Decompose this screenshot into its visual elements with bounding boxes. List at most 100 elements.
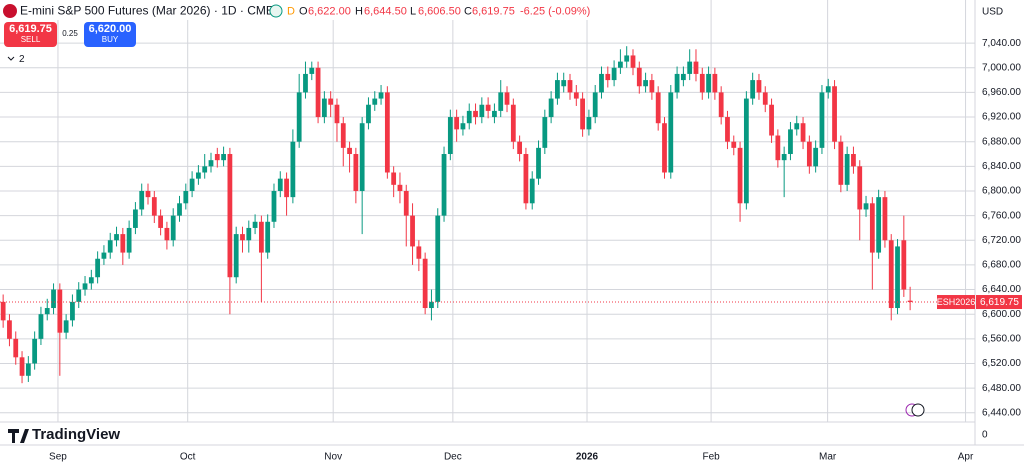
candle-body bbox=[781, 154, 787, 161]
sell-button[interactable] bbox=[4, 22, 57, 47]
x-tick-label: Sep bbox=[49, 452, 67, 463]
currency[interactable]: USD bbox=[982, 7, 1003, 18]
candle-body bbox=[857, 166, 863, 210]
buy-price[interactable]: 6,620.00 bbox=[89, 23, 132, 35]
candle-body bbox=[284, 178, 289, 198]
candle-body bbox=[340, 123, 346, 148]
sell-label[interactable]: SELL bbox=[21, 35, 41, 44]
candle-body bbox=[88, 277, 94, 284]
y-tick-label: 6,840.00 bbox=[982, 161, 1021, 172]
y-tick-label: 6,680.00 bbox=[982, 260, 1021, 271]
watermark: TradingView bbox=[32, 426, 120, 443]
candle-body bbox=[429, 301, 434, 309]
candle-body bbox=[529, 178, 535, 204]
candle-body bbox=[706, 73, 711, 93]
candle-body bbox=[315, 67, 321, 118]
candle-body bbox=[636, 67, 642, 87]
candle-body bbox=[649, 80, 655, 93]
symbol-logo[interactable] bbox=[3, 4, 17, 18]
y-tick-label: 6,800.00 bbox=[982, 186, 1021, 197]
header-bg bbox=[0, 0, 680, 20]
candle-body bbox=[668, 92, 674, 173]
symbol-title[interactable]: E-mini S&P 500 Futures (Mar 2026) · 1D ·… bbox=[20, 4, 274, 18]
candle-body bbox=[580, 98, 585, 130]
collapse-count[interactable]: 2 bbox=[19, 54, 25, 65]
candle-body bbox=[712, 73, 718, 93]
event-icon[interactable] bbox=[911, 403, 925, 417]
candle-body bbox=[252, 221, 258, 228]
ohlc-label: H bbox=[355, 5, 363, 17]
candle-body bbox=[258, 221, 264, 253]
candle-body bbox=[838, 141, 844, 185]
candle-body bbox=[133, 209, 138, 228]
candle-body bbox=[895, 246, 900, 309]
buy-button[interactable] bbox=[84, 22, 136, 47]
candle-body bbox=[680, 73, 686, 81]
ohlc-label: O bbox=[299, 5, 308, 17]
buy-label[interactable]: BUY bbox=[102, 35, 119, 44]
candle-body bbox=[523, 154, 529, 204]
candle-body bbox=[0, 301, 6, 321]
candle-body bbox=[498, 92, 504, 111]
y-tick-label: 6,960.00 bbox=[982, 87, 1021, 98]
candle-body bbox=[51, 289, 56, 309]
candle-body bbox=[819, 92, 825, 148]
ohlc-label: L bbox=[410, 5, 416, 17]
candle-body bbox=[573, 92, 579, 99]
y-tick-label: 6,920.00 bbox=[982, 112, 1021, 123]
chevron bbox=[7, 56, 15, 61]
candle-body bbox=[359, 123, 365, 191]
candle-body bbox=[876, 197, 882, 253]
candle-body bbox=[233, 234, 239, 278]
candle-body bbox=[586, 117, 592, 130]
candle-body bbox=[492, 110, 497, 118]
candle-body bbox=[536, 147, 541, 179]
y-tick-label: 6,880.00 bbox=[982, 136, 1021, 147]
candle-body bbox=[599, 73, 604, 93]
candle-body bbox=[473, 110, 478, 118]
candle-body bbox=[170, 215, 176, 241]
candle-body bbox=[794, 123, 800, 130]
x-tick-label: Mar bbox=[819, 452, 837, 463]
sell-price[interactable]: 6,619.75 bbox=[9, 23, 52, 35]
candle-body bbox=[13, 338, 19, 358]
candle-body bbox=[309, 67, 315, 74]
x-tick-label: Oct bbox=[180, 452, 196, 463]
candle-body bbox=[107, 240, 113, 253]
candle-body bbox=[592, 92, 598, 118]
candle-body bbox=[202, 166, 208, 173]
candle-body bbox=[447, 117, 453, 155]
candle-body bbox=[410, 215, 415, 247]
candle-body bbox=[743, 98, 749, 204]
candle-body bbox=[271, 190, 277, 222]
candle-body bbox=[907, 300, 913, 303]
candle-body bbox=[76, 289, 82, 302]
candle-body bbox=[517, 141, 523, 155]
candle-body bbox=[901, 240, 907, 290]
candle-body bbox=[555, 80, 560, 99]
candle-body bbox=[687, 61, 693, 74]
candle-body bbox=[397, 184, 403, 191]
candle-body bbox=[164, 227, 170, 241]
ohlc-value: 6,644.50 bbox=[364, 5, 407, 17]
candle-body bbox=[863, 203, 869, 210]
candle-body bbox=[189, 178, 195, 191]
candle-body bbox=[277, 178, 283, 191]
candle-body bbox=[145, 190, 151, 198]
candle-body bbox=[750, 80, 756, 99]
candle-body bbox=[605, 73, 611, 81]
candle-body bbox=[435, 215, 441, 302]
badge-letter: D bbox=[287, 5, 295, 17]
x-tick-label: 2026 bbox=[576, 452, 599, 463]
candle-body bbox=[466, 110, 472, 124]
candle-body bbox=[851, 154, 856, 167]
candle-body bbox=[19, 357, 25, 376]
collapse-button[interactable] bbox=[4, 51, 30, 67]
candle-body bbox=[479, 104, 485, 118]
candle-body bbox=[548, 98, 554, 118]
candle-body bbox=[265, 221, 271, 253]
candle-body bbox=[151, 197, 157, 216]
candle-body bbox=[101, 252, 107, 259]
candle-body bbox=[227, 154, 233, 278]
x-tick-label: Apr bbox=[958, 452, 974, 463]
